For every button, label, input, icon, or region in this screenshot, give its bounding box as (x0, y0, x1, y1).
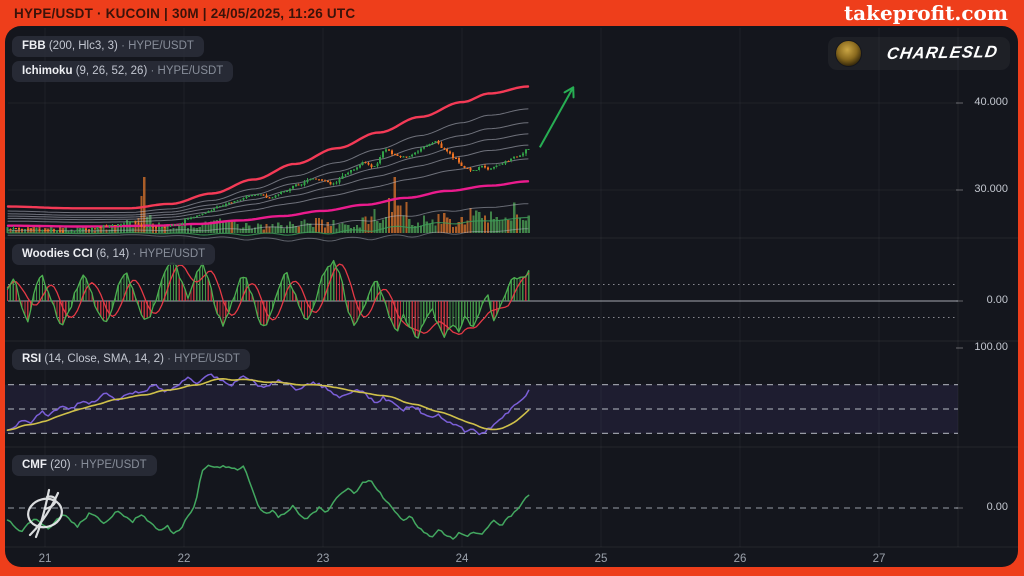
indicator-pill-ichimoku[interactable]: Ichimoku (9, 26, 52, 26) · HYPE/USDT (12, 61, 234, 82)
price-axis-label: 40.000 (974, 96, 1008, 108)
takeprofit-brand: takeprofit.com (843, 1, 1008, 25)
indicator-name: FBB (22, 40, 49, 52)
indicator-pill-cci[interactable]: Woodies CCI (6, 14) · HYPE/USDT (12, 244, 216, 265)
indicator-pill-cmf[interactable]: CMF (20) · HYPE/USDT (12, 455, 157, 476)
time-axis-label: 21 (38, 553, 52, 565)
indicator-symbol: · HYPE/USDT (121, 40, 194, 52)
time-axis-label: 27 (872, 553, 886, 565)
chart-header: HYPE/USDT · KUCOIN | 30M | 24/05/2025, 1… (0, 0, 1024, 26)
price-axis-label: 0.00 (986, 501, 1008, 513)
indicator-name: CMF (22, 459, 51, 471)
price-axis-label: 30.000 (974, 183, 1008, 195)
trend-arrow-annotation[interactable] (538, 86, 575, 148)
time-axis-label: 25 (594, 553, 608, 565)
indicator-pill-fbb[interactable]: FBB (200, Hlc3, 3) · HYPE/USDT (12, 36, 204, 57)
indicator-symbol: · HYPE/USDT (132, 248, 206, 260)
symbol-title: HYPE/USDT · KUCOIN | 30M | 24/05/2025, 1… (14, 5, 356, 21)
indicator-params: (20) (50, 459, 74, 471)
indicator-name: RSI (22, 353, 45, 365)
indicator-params: (14, Close, SMA, 14, 2) (44, 353, 168, 365)
indicator-params: (9, 26, 52, 26) (75, 65, 151, 77)
indicator-name: Woodies CCI (22, 248, 96, 260)
time-axis-label: 22 (177, 553, 191, 565)
time-axis-label: 26 (733, 553, 747, 565)
price-axis-label: 100.00 (974, 341, 1008, 353)
indicator-params: (200, Hlc3, 3) (48, 40, 122, 52)
price-axis-label: 0.00 (986, 294, 1008, 306)
indicator-symbol: · HYPE/USDT (150, 65, 224, 77)
user-avatar (835, 40, 862, 67)
time-axis-label: 23 (316, 553, 330, 565)
user-badge[interactable]: CHARLESLD (828, 37, 1010, 70)
user-name: CHARLESLD (885, 43, 1000, 63)
charlesld-signature-logo (27, 488, 63, 539)
indicator-params: (6, 14) (95, 248, 133, 260)
time-axis-label: 24 (455, 553, 469, 565)
indicator-symbol: · HYPE/USDT (167, 353, 240, 365)
indicator-symbol: · HYPE/USDT (73, 459, 147, 471)
indicator-pill-rsi[interactable]: RSI (14, Close, SMA, 14, 2) · HYPE/USDT (12, 349, 250, 370)
indicator-name: Ichimoku (22, 65, 76, 77)
